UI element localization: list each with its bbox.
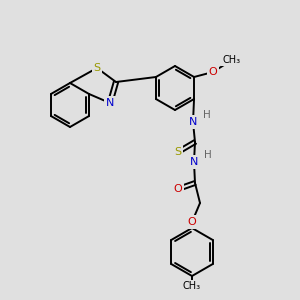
Text: H: H (204, 150, 212, 160)
Text: CH₃: CH₃ (223, 55, 241, 65)
Text: N: N (189, 117, 197, 127)
Text: N: N (190, 157, 198, 167)
Text: O: O (174, 184, 182, 194)
Text: O: O (188, 217, 196, 227)
Text: S: S (174, 147, 182, 157)
Text: O: O (208, 67, 217, 77)
Text: H: H (203, 110, 211, 120)
Text: S: S (93, 63, 100, 73)
Text: N: N (106, 98, 114, 108)
Text: CH₃: CH₃ (183, 281, 201, 291)
